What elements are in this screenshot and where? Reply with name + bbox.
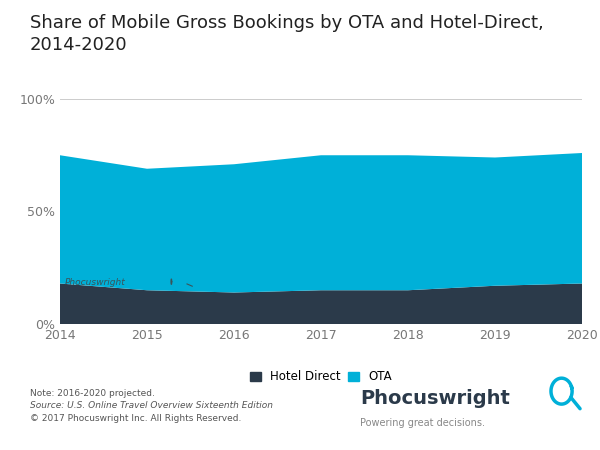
Text: Phocuswright: Phocuswright xyxy=(360,389,510,408)
Text: Phocuswright: Phocuswright xyxy=(64,278,125,287)
Text: Share of Mobile Gross Bookings by OTA and Hotel-Direct,
2014-2020: Share of Mobile Gross Bookings by OTA an… xyxy=(30,14,544,54)
Text: Powering great decisions.: Powering great decisions. xyxy=(360,418,485,428)
Text: © 2017 Phocuswright Inc. All Rights Reserved.: © 2017 Phocuswright Inc. All Rights Rese… xyxy=(30,414,241,423)
Text: Note: 2016-2020 projected.: Note: 2016-2020 projected. xyxy=(30,389,155,398)
Legend: Hotel Direct, OTA: Hotel Direct, OTA xyxy=(250,370,392,383)
Text: Source: U.S. Online Travel Overview Sixteenth Edition: Source: U.S. Online Travel Overview Sixt… xyxy=(30,401,273,410)
